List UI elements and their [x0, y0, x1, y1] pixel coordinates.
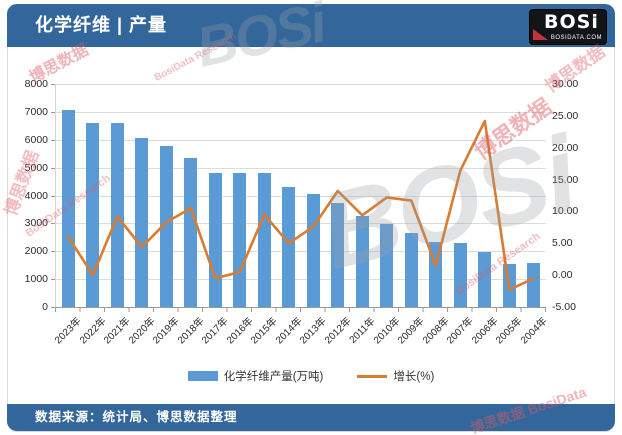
bar-2023年 [61, 110, 75, 307]
bar-2011年 [355, 215, 369, 307]
bar-slot [203, 84, 228, 307]
right-axis-tick-label: 15.00 [552, 173, 579, 186]
x-axis-tickmarks [55, 308, 546, 312]
bar-slot [277, 84, 302, 307]
footer-bar: 数据来源：统计局、博思数据整理 [7, 404, 615, 431]
right-axis-tick-label: 20.00 [552, 141, 579, 154]
left-axis-tick-label: 3000 [24, 217, 48, 230]
bar-2009年 [404, 233, 418, 307]
right-axis-tick-label: -5.00 [552, 301, 576, 313]
right-axis-tick-label: 30.00 [552, 78, 579, 90]
bar-2013年 [306, 194, 320, 307]
gridline [56, 84, 546, 85]
left-axis-tick-label: 8000 [24, 78, 48, 90]
left-axis-tickmark [51, 139, 55, 141]
bar-2021年 [110, 122, 124, 307]
header-bar: 化学纤维 | 产量 BOSi BOSIDATA.COM [7, 4, 615, 47]
bar-2016年 [233, 173, 247, 307]
bar-2004年 [527, 263, 541, 307]
bar-slot [228, 84, 253, 307]
logo-wordmark: BOSi [544, 11, 599, 33]
left-axis-tick-label: 7000 [24, 105, 48, 118]
bar-2018年 [184, 157, 198, 307]
bar-slot [179, 84, 204, 307]
left-axis-tickmark [51, 251, 55, 253]
bar-slot [130, 84, 155, 307]
bar-slot [424, 84, 449, 307]
plot-area [55, 84, 546, 308]
left-axis-tick-label: 5000 [24, 161, 48, 174]
gridline [56, 111, 546, 113]
bar-2008年 [429, 241, 443, 307]
bar-2007年 [453, 242, 467, 307]
left-axis-tickmark [51, 223, 55, 225]
bosi-logo: BOSi BOSIDATA.COM [529, 9, 607, 45]
bar-series [56, 84, 546, 307]
left-axis-tickmark [51, 84, 55, 85]
legend-line-label: 增长(%) [393, 371, 435, 383]
legend-item-production: 化学纤维产量(万吨) [187, 368, 324, 384]
bar-2022年 [86, 123, 100, 307]
bar-slot [497, 84, 522, 307]
left-axis-tick-label: 2000 [24, 245, 48, 258]
bar-2005年 [502, 263, 516, 307]
bar-2006年 [478, 252, 492, 307]
bar-slot [326, 84, 351, 307]
legend-line-swatch-icon [357, 374, 388, 378]
bar-slot [375, 84, 400, 307]
bar-slot [522, 84, 547, 307]
bar-2017年 [208, 173, 222, 307]
bar-slot [473, 84, 498, 307]
bar-2019年 [159, 145, 173, 307]
left-axis-tick-label: 4000 [24, 189, 48, 202]
right-axis-tick-label: 5.00 [552, 237, 573, 250]
logo-red-triangle-icon [533, 29, 548, 40]
bar-slot [56, 84, 81, 307]
right-axis-tick-label: 0.00 [552, 269, 573, 282]
page-title: 化学纤维 | 产量 [35, 15, 168, 35]
left-axis-tickmark [51, 195, 55, 197]
legend: 化学纤维产量(万吨) 增长(%) [0, 368, 622, 384]
legend-bar-label: 化学纤维产量(万吨) [223, 371, 324, 383]
bar-2015年 [257, 173, 271, 307]
bar-slot [301, 84, 326, 307]
left-axis-tick-label: 6000 [24, 133, 48, 146]
bar-slot [105, 84, 130, 307]
left-axis-tickmark [51, 279, 55, 281]
bar-2014年 [282, 186, 296, 307]
bar-2010年 [380, 223, 394, 307]
left-axis-tick-label: 0 [42, 301, 48, 313]
bar-slot [448, 84, 473, 307]
left-axis-tickmark [51, 307, 55, 308]
legend-item-growth: 增长(%) [357, 368, 434, 384]
bar-2020年 [135, 138, 149, 307]
data-source-text: 数据来源：统计局、博思数据整理 [35, 410, 238, 424]
left-axis-tickmark [51, 167, 55, 169]
bar-slot [252, 84, 277, 307]
right-axis-tick-label: 10.00 [552, 205, 579, 218]
bar-slot [81, 84, 106, 307]
logo-domain-text: BOSIDATA.COM [550, 35, 602, 41]
bar-slot [399, 84, 424, 307]
left-axis-tick-label: 1000 [24, 273, 48, 286]
bar-slot [350, 84, 375, 307]
left-axis-tickmark [51, 111, 55, 113]
bar-slot [154, 84, 179, 307]
legend-bar-swatch-icon [187, 371, 218, 381]
bar-2012年 [331, 203, 345, 307]
right-axis-tick-label: 25.00 [552, 109, 579, 122]
